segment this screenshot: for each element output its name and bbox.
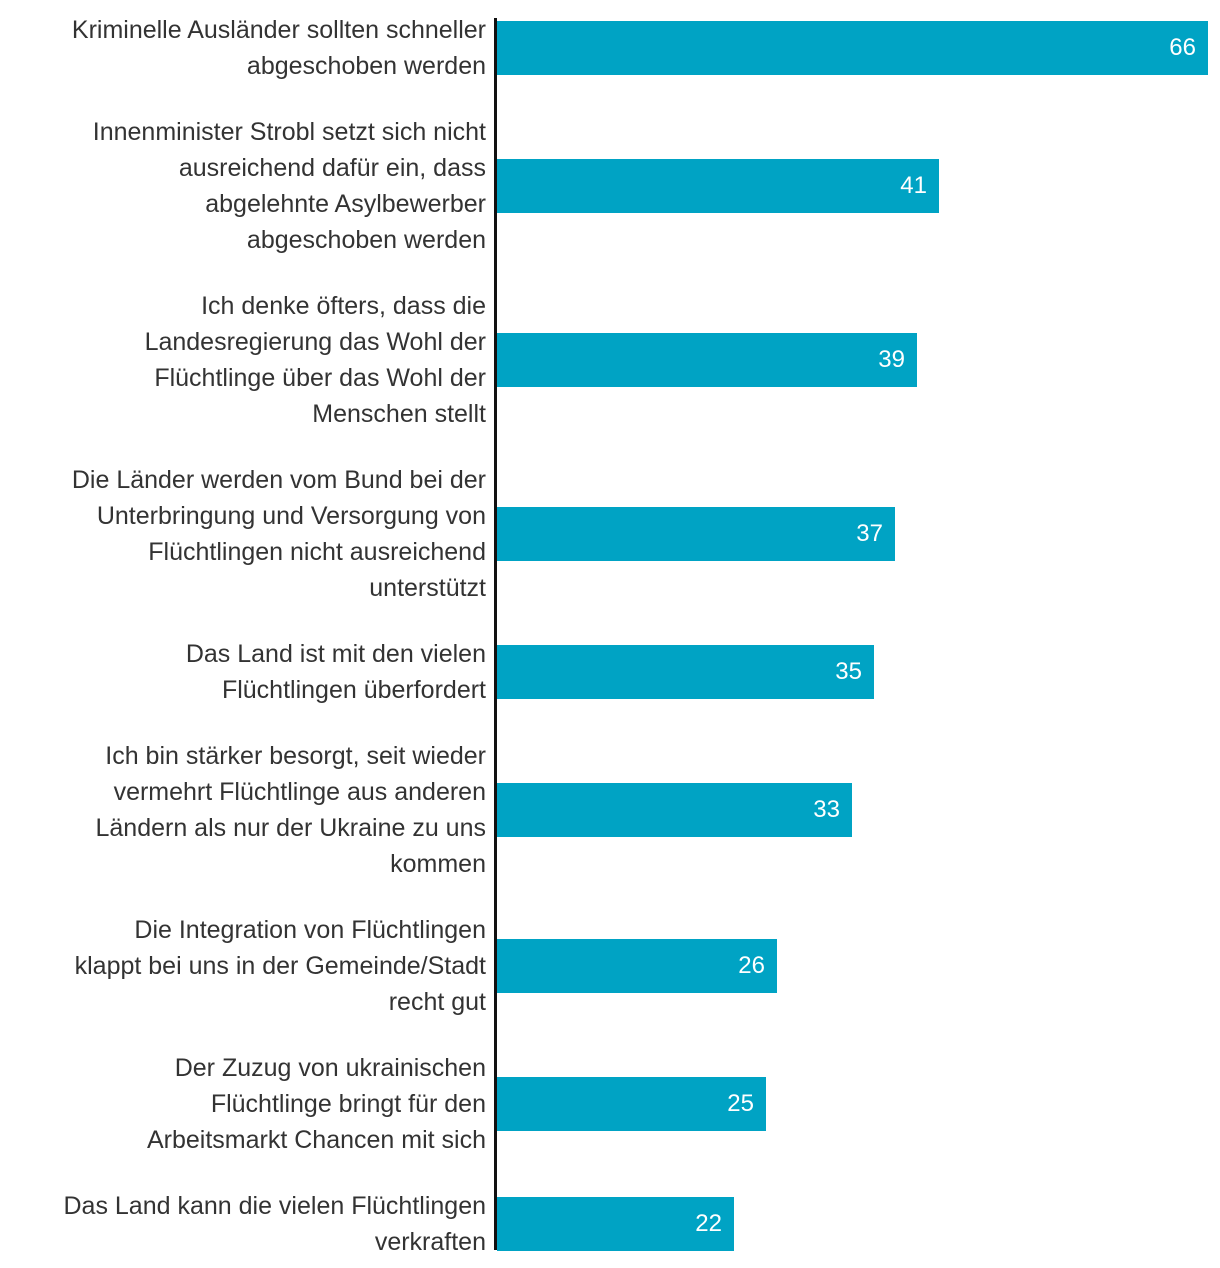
bar-value-label: 33 bbox=[813, 796, 840, 823]
bar bbox=[497, 645, 874, 699]
bar-value-label: 26 bbox=[738, 952, 765, 979]
bar bbox=[497, 1077, 766, 1131]
bar bbox=[497, 333, 917, 387]
bar-value-label: 41 bbox=[900, 172, 927, 199]
bar-value-label: 37 bbox=[856, 520, 883, 547]
bar-value-label: 66 bbox=[1169, 34, 1196, 61]
bar bbox=[497, 783, 852, 837]
category-label: Das Land kann die vielen Flüchtlingen ve… bbox=[63, 1192, 487, 1256]
bar-value-label: 25 bbox=[727, 1090, 754, 1117]
bar-value-label: 39 bbox=[878, 346, 905, 373]
category-label: Die Integration von Flüchtlingen klappt … bbox=[74, 916, 486, 1016]
bar bbox=[497, 939, 777, 993]
category-label: Kriminelle Ausländer sollten schneller a… bbox=[71, 16, 486, 80]
category-label: Ich bin stärker besorgt, seit wieder ver… bbox=[95, 742, 486, 878]
y-axis-line bbox=[494, 18, 497, 1250]
bar-value-label: 22 bbox=[695, 1210, 722, 1237]
category-label: Die Länder werden vom Bund bei der Unter… bbox=[71, 466, 486, 602]
bar bbox=[497, 159, 939, 213]
category-label: Innenminister Strobl setzt sich nicht au… bbox=[92, 118, 486, 254]
category-label: Der Zuzug von ukrainischen Flüchtlinge b… bbox=[146, 1054, 486, 1154]
bar bbox=[497, 507, 895, 561]
bar bbox=[497, 21, 1208, 75]
bar-value-label: 35 bbox=[835, 658, 862, 685]
category-label: Das Land ist mit den vielen Flüchtlingen… bbox=[185, 640, 486, 704]
bar bbox=[497, 1197, 734, 1251]
category-label: Ich denke öfters, dass die Landesregieru… bbox=[144, 292, 486, 428]
